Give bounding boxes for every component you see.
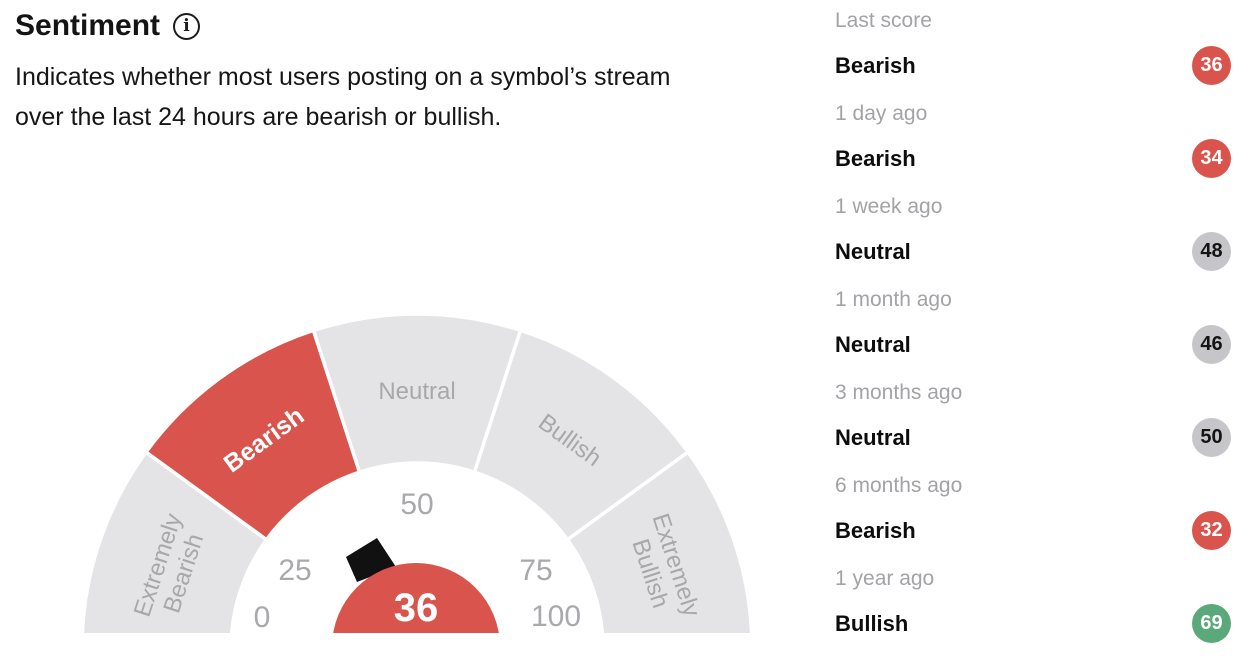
history-value-row: Neutral 50 [835,418,1231,457]
history-score-badge: 50 [1192,418,1231,457]
gauge-band-label: Bearish [219,402,310,479]
gauge-band-label: Neutral [378,378,455,405]
gauge-band-label: Bullish [533,409,606,472]
gauge-band-bullish [472,328,691,543]
history-period: 1 day ago [835,102,928,125]
history-value-row: Bearish 36 [835,46,1231,85]
sentiment-header: Sentiment i Indicates whether most users… [15,6,827,137]
history-score-badge: 69 [1192,604,1231,643]
gauge-band-bearish [143,328,362,543]
history-score-badge: 36 [1192,46,1231,85]
description-line-2: over the last 24 hours are bearish or bu… [15,103,502,131]
history-score-badge: 46 [1192,325,1231,364]
history-item: 3 months ago Neutral 50 [835,374,1231,467]
gauge-tick-label: 25 [278,554,311,587]
history-sentiment-label: Bullish [835,610,909,636]
title-row: Sentiment i [15,6,827,46]
gauge-needle [346,538,396,582]
history-score-badge: 48 [1192,232,1231,271]
history-period: 1 month ago [835,288,952,311]
history-item: 1 day ago Bearish 34 [835,95,1231,188]
info-icon[interactable]: i [173,12,201,40]
history-score-badge: 34 [1192,139,1231,178]
history-sentiment-label: Bearish [835,517,916,543]
history-value-row: Bearish 34 [835,139,1231,178]
description-line-1: Indicates whether most users posting on … [15,63,671,91]
page-title: Sentiment [15,9,161,42]
gauge-tick-label: 0 [254,601,271,633]
gauge-band-label: ExtremelyBullish [621,510,705,628]
history-period: 1 week ago [835,195,943,218]
history-item: 1 year ago Bullish 69 [835,560,1231,653]
gauge-tick-label: 100 [531,600,581,633]
history-period: 6 months ago [835,474,963,497]
history-item: 6 months ago Bearish 32 [835,467,1231,560]
history-item: 1 month ago Neutral 46 [835,281,1231,374]
history-score-badge: 32 [1192,511,1231,550]
history-sentiment-label: Neutral [835,331,911,357]
description: Indicates whether most users posting on … [15,57,827,137]
gauge-value-text: 36 [394,586,439,630]
history-value-row: Neutral 48 [835,232,1231,271]
gauge-band-label: ExtremelyBearish [129,510,213,628]
history-value-row: Neutral 46 [835,325,1231,364]
gauge-band-neutral [311,312,523,475]
history-sentiment-label: Bearish [835,52,916,78]
history-period: 1 year ago [835,567,935,590]
history-period: 3 months ago [835,381,963,404]
history-period: Last score [835,9,932,32]
gauge-value-bubble [333,563,499,633]
history-sentiment-label: Neutral [835,238,911,264]
history-item: Last score Bearish 36 [835,2,1231,95]
history-item: 1 week ago Neutral 48 [835,188,1231,281]
history-value-row: Bullish 69 [835,604,1231,643]
gauge-tick-label: 75 [519,554,552,587]
gauge-band-extremely-bearish [80,449,269,633]
gauge-tick-label: 50 [400,488,433,521]
history-value-row: Bearish 32 [835,511,1231,550]
history-sentiment-label: Neutral [835,424,911,450]
history-panel: Last score Bearish 36 1 day ago Bearish 34 1 w… [835,2,1231,653]
gauge-band-extremely-bullish [565,449,754,633]
history-sentiment-label: Bearish [835,145,916,171]
